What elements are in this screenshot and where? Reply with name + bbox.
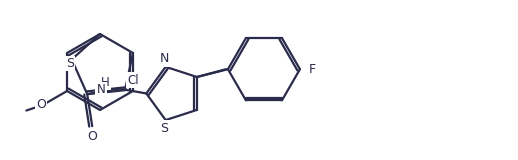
Text: N: N xyxy=(160,52,169,65)
Text: O: O xyxy=(36,99,46,112)
Text: N: N xyxy=(96,83,105,96)
Text: F: F xyxy=(308,63,315,76)
Text: S: S xyxy=(66,57,74,70)
Text: H: H xyxy=(100,76,109,89)
Text: Cl: Cl xyxy=(127,74,139,87)
Text: S: S xyxy=(160,122,168,135)
Text: O: O xyxy=(87,130,97,143)
